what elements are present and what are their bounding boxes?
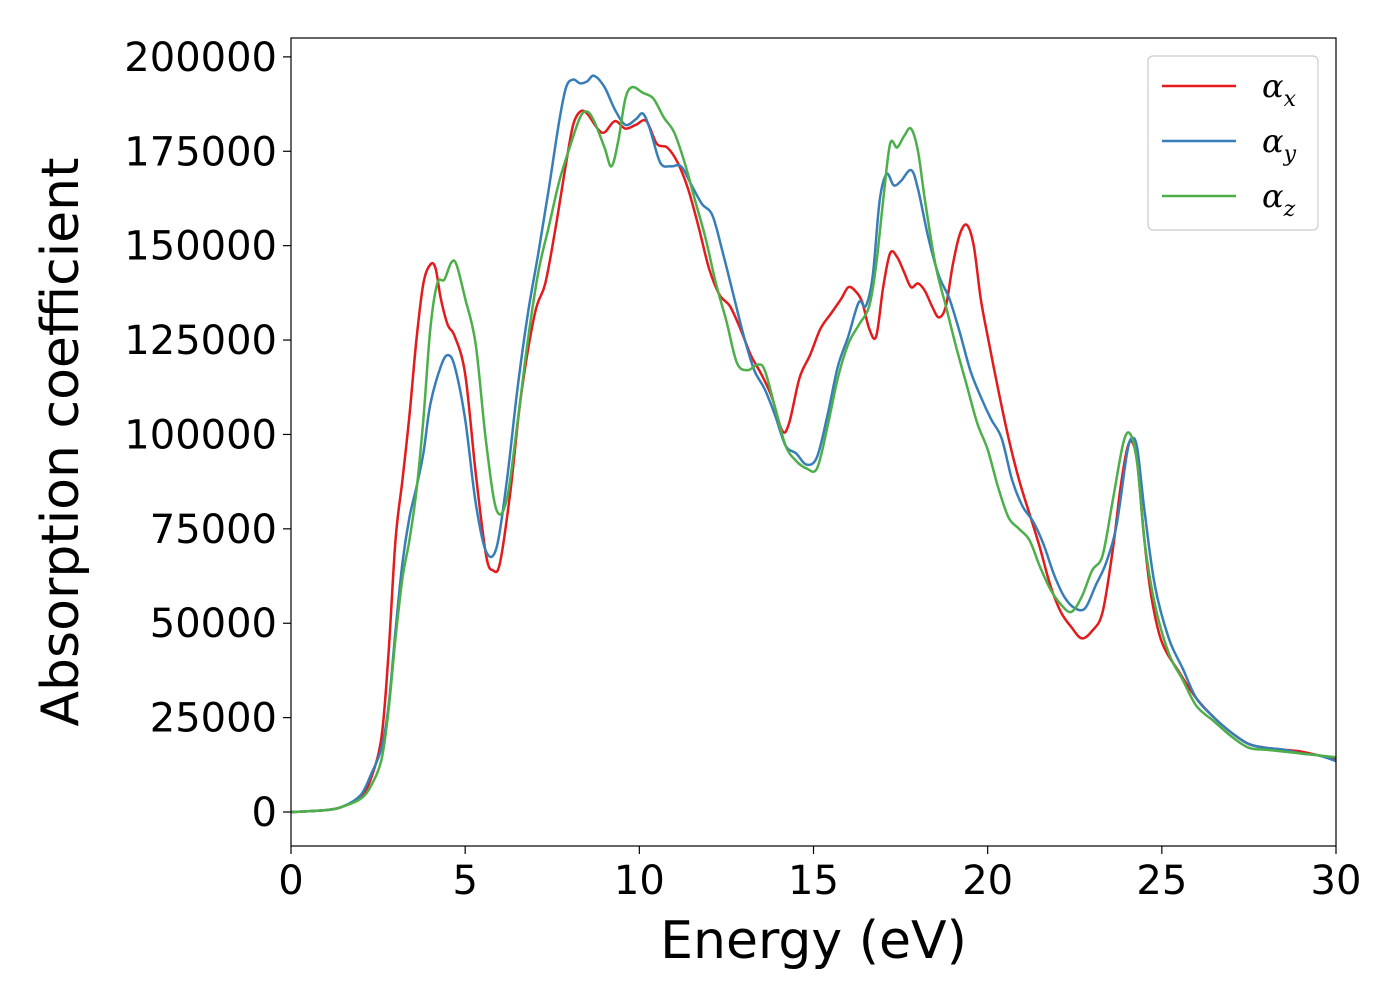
x-tick-label: 30 bbox=[1311, 858, 1362, 904]
y-tick-label: 100000 bbox=[124, 412, 277, 458]
x-tick-label: 10 bbox=[614, 858, 665, 904]
y-tick-label: 125000 bbox=[124, 318, 277, 364]
legend-box bbox=[1147, 55, 1319, 231]
y-tick-label: 150000 bbox=[124, 224, 277, 270]
series-line-z bbox=[291, 85, 1336, 814]
series-line-x bbox=[291, 109, 1336, 814]
y-tick-label: 175000 bbox=[124, 129, 277, 175]
legend: αx αy αz bbox=[1147, 55, 1319, 231]
legend-label-z: αz bbox=[1262, 177, 1296, 222]
x-axis-title: Energy (eV) bbox=[660, 911, 967, 971]
y-tick-label: 200000 bbox=[124, 35, 277, 81]
x-tick-label: 20 bbox=[962, 858, 1013, 904]
legend-label-y: αy bbox=[1262, 122, 1297, 167]
y-tick-label: 0 bbox=[252, 790, 277, 836]
x-axis: 0 5 10 15 20 25 30 bbox=[278, 846, 1361, 904]
y-tick-label: 50000 bbox=[150, 601, 277, 647]
x-tick-label: 15 bbox=[788, 858, 839, 904]
y-axis-title: Absorption coefficient bbox=[31, 157, 91, 726]
x-tick-label: 5 bbox=[452, 858, 477, 904]
y-tick-label: 25000 bbox=[150, 696, 277, 742]
y-tick-label: 75000 bbox=[150, 507, 277, 553]
x-tick-label: 0 bbox=[278, 858, 303, 904]
legend-label-x: αx bbox=[1262, 67, 1297, 112]
y-axis: 0 25000 50000 75000 100000 125000 150000 175000… bbox=[124, 35, 291, 836]
series-layer bbox=[291, 74, 1336, 814]
x-tick-label: 25 bbox=[1136, 858, 1187, 904]
